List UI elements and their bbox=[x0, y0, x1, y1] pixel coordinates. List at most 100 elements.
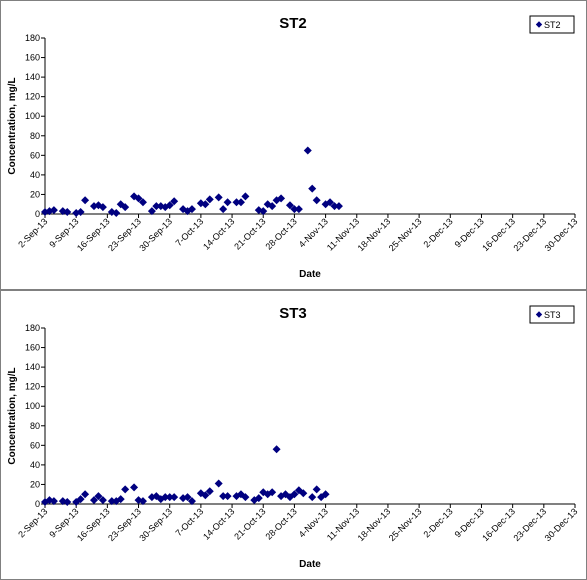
data-point bbox=[303, 146, 312, 155]
data-point bbox=[219, 492, 228, 501]
y-tick-label: 20 bbox=[30, 189, 40, 199]
data-point bbox=[107, 497, 116, 506]
data-point bbox=[312, 196, 321, 205]
data-point bbox=[165, 201, 174, 210]
data-point bbox=[138, 198, 147, 207]
legend-box bbox=[529, 305, 575, 324]
y-tick-label: 100 bbox=[25, 111, 40, 121]
y-tick-label: 120 bbox=[25, 382, 40, 392]
data-point bbox=[63, 208, 72, 217]
x-tick-label: 16-Sep-13 bbox=[75, 216, 112, 253]
data-point bbox=[205, 487, 214, 496]
chart-title: ST2 bbox=[279, 15, 307, 32]
y-axis-label: Concentration, mg/L bbox=[7, 367, 18, 464]
data-point bbox=[326, 198, 335, 207]
x-tick-label: 16-Dec-13 bbox=[480, 506, 517, 543]
x-tick-label: 7-Oct-13 bbox=[173, 216, 205, 248]
data-point bbox=[321, 490, 330, 499]
data-point bbox=[94, 492, 103, 501]
data-point bbox=[138, 497, 147, 506]
data-point bbox=[183, 493, 192, 502]
y-tick-label: 140 bbox=[25, 72, 40, 82]
x-tick-label: 23-Dec-13 bbox=[511, 506, 548, 543]
y-tick-label: 80 bbox=[30, 421, 40, 431]
legend-marker-diamond-icon bbox=[535, 311, 543, 318]
legend-label: ST3 bbox=[544, 310, 561, 320]
y-axis-label: Concentration, mg/L bbox=[7, 77, 18, 174]
data-point bbox=[112, 209, 121, 218]
data-point bbox=[72, 498, 81, 507]
y-tick-label: 20 bbox=[30, 479, 40, 489]
legend: ST3 bbox=[529, 305, 575, 324]
x-tick-label: 2-Dec-13 bbox=[421, 216, 454, 249]
data-point bbox=[165, 493, 174, 502]
data-point bbox=[223, 492, 232, 501]
x-tick-label: 28-Oct-13 bbox=[263, 216, 298, 251]
data-point bbox=[121, 485, 130, 494]
data-point bbox=[63, 498, 72, 507]
data-point bbox=[81, 196, 90, 205]
data-point bbox=[330, 202, 339, 211]
data-point bbox=[134, 194, 143, 203]
y-tick-label: 120 bbox=[25, 92, 40, 102]
data-point bbox=[112, 497, 121, 506]
data-point bbox=[241, 493, 250, 502]
data-point bbox=[76, 495, 85, 504]
data-point bbox=[259, 207, 268, 216]
y-tick-label: 140 bbox=[25, 362, 40, 372]
y-tick-label: 60 bbox=[30, 150, 40, 160]
chart-st3: ST30204060801001201401601802-Sep-139-Sep… bbox=[7, 305, 579, 570]
y-tick-label: 60 bbox=[30, 440, 40, 450]
data-point bbox=[49, 497, 58, 506]
x-tick-label: 2-Sep-13 bbox=[16, 216, 49, 249]
data-point bbox=[214, 193, 223, 202]
x-tick-label: 23-Sep-13 bbox=[106, 506, 143, 543]
x-axis-label: Date bbox=[299, 559, 321, 570]
data-point bbox=[170, 493, 179, 502]
data-point bbox=[201, 491, 210, 500]
x-tick-label: 2-Sep-13 bbox=[16, 506, 49, 539]
data-point bbox=[268, 488, 277, 497]
x-tick-label: 30-Sep-13 bbox=[137, 506, 174, 543]
data-point bbox=[187, 205, 196, 214]
data-point bbox=[98, 203, 107, 212]
data-point bbox=[152, 202, 161, 211]
legend: ST2 bbox=[529, 15, 575, 34]
y-tick-label: 0 bbox=[35, 499, 40, 509]
data-point bbox=[161, 493, 170, 502]
x-tick-label: 16-Dec-13 bbox=[480, 216, 517, 253]
x-tick-label: 30-Sep-13 bbox=[137, 216, 174, 253]
y-tick-label: 180 bbox=[25, 33, 40, 43]
y-tick-label: 160 bbox=[25, 343, 40, 353]
y-tick-label: 40 bbox=[30, 170, 40, 180]
data-point bbox=[232, 198, 241, 207]
data-point bbox=[285, 201, 294, 210]
data-point bbox=[272, 445, 281, 454]
x-tick-label: 23-Dec-13 bbox=[511, 216, 548, 253]
data-point bbox=[49, 206, 58, 215]
data-point bbox=[201, 200, 210, 209]
data-point bbox=[147, 207, 156, 216]
data-point bbox=[130, 483, 139, 492]
legend-box bbox=[529, 15, 575, 34]
data-point bbox=[223, 198, 232, 207]
data-point bbox=[254, 494, 263, 503]
data-point bbox=[76, 208, 85, 217]
x-tick-label: 14-Oct-13 bbox=[201, 216, 236, 251]
x-tick-label: 23-Sep-13 bbox=[106, 216, 143, 253]
x-tick-label: 7-Oct-13 bbox=[173, 506, 205, 538]
data-point bbox=[214, 479, 223, 488]
data-point bbox=[219, 205, 228, 214]
y-tick-label: 80 bbox=[30, 131, 40, 141]
data-point bbox=[41, 498, 49, 507]
data-point bbox=[205, 195, 214, 204]
x-tick-label: 25-Nov-13 bbox=[387, 506, 424, 543]
data-point bbox=[152, 492, 161, 501]
x-tick-label: 2-Dec-13 bbox=[421, 506, 454, 539]
legend-marker-diamond-icon bbox=[535, 21, 543, 28]
x-tick-label: 25-Nov-13 bbox=[387, 216, 424, 253]
chart-title: ST3 bbox=[279, 305, 307, 322]
x-tick-label: 16-Sep-13 bbox=[75, 506, 112, 543]
chart-st2: ST20204060801001201401601802-Sep-139-Sep… bbox=[7, 15, 579, 280]
x-axis-label: Date bbox=[299, 269, 321, 280]
